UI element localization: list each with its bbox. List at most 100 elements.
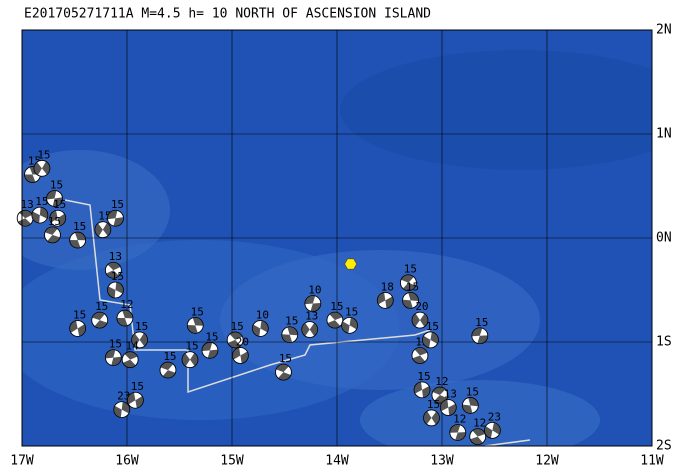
- depth-label: 13: [109, 250, 122, 263]
- depth-label: 15: [95, 300, 108, 313]
- bathymetry: [22, 30, 652, 446]
- focal-mechanism: [159, 361, 177, 379]
- depth-label: 23: [488, 410, 501, 423]
- beachball-dilatation: [124, 318, 133, 326]
- beachball-dilatation: [105, 357, 114, 365]
- focal-mechanism: [304, 295, 322, 312]
- beachball-dilatation: [419, 352, 428, 362]
- beachball-dilatation: [115, 402, 123, 410]
- focal-mechanism: [251, 320, 269, 337]
- lon-label: 11W: [640, 454, 664, 469]
- depth-label: 15: [48, 215, 61, 228]
- depth-label: 13: [21, 198, 34, 211]
- beachball-dilatation: [185, 352, 195, 360]
- focal-mechanism: [116, 309, 134, 327]
- depth-label: 15: [109, 338, 122, 351]
- beachball-dilatation: [44, 232, 53, 241]
- beachball-dilatation: [490, 430, 499, 438]
- focal-mechanism: [131, 331, 149, 349]
- focal-mechanism: [399, 274, 417, 292]
- focal-mechanism: [471, 327, 489, 345]
- focal-mechanism: [461, 397, 479, 414]
- depth-label: 15: [73, 220, 86, 233]
- beachball-dilatation: [202, 350, 210, 358]
- beachball-dilatation: [167, 364, 176, 373]
- focal-mechanism: [483, 421, 501, 439]
- lat-label: 2S: [656, 439, 672, 454]
- depth-label: 12: [435, 375, 448, 388]
- focal-mechanism: [126, 391, 144, 409]
- beachball-dilatation: [70, 233, 78, 241]
- map-frame: [21, 29, 653, 447]
- beachball-dilatation: [76, 320, 84, 329]
- depth-label: 15: [205, 330, 218, 343]
- depth-label: 12: [473, 417, 486, 430]
- focal-mechanism: [226, 331, 244, 349]
- depth-label: 15: [53, 198, 66, 211]
- focal-mechanism: [326, 311, 344, 329]
- beachball-dilatation: [33, 207, 41, 216]
- beachball-dilatation: [135, 339, 145, 348]
- beachball-dilatation: [135, 332, 144, 340]
- beachball-dilatation: [25, 167, 33, 175]
- focal-mechanism: [33, 159, 51, 177]
- beachball-dilatation: [185, 359, 195, 368]
- focal-mechanism: [49, 209, 67, 227]
- focal-mechanism: [69, 231, 87, 249]
- depth-label: 15: [417, 370, 430, 383]
- depth-label: 10: [256, 308, 269, 321]
- depth-label: 15: [135, 320, 148, 333]
- lon-label: 17W: [10, 454, 34, 469]
- depth-label: 15: [163, 350, 176, 363]
- beachball-dilatation: [457, 425, 466, 433]
- beachball-dilatation: [129, 400, 137, 408]
- depth-label: 15: [50, 178, 63, 191]
- beachball-dilatation: [105, 264, 114, 274]
- beachball-dilatation: [51, 218, 60, 226]
- lat-label: 0N: [656, 231, 672, 246]
- beachball-dilatation: [52, 229, 60, 238]
- beachball-dilatation: [486, 422, 494, 431]
- depth-label: 14: [126, 340, 140, 353]
- beachball-dilatation: [71, 328, 80, 336]
- lon-label: 15W: [220, 454, 244, 469]
- beachball-dilatation: [450, 432, 458, 440]
- beachball-dilatation: [98, 229, 108, 238]
- beachball-dilatation: [479, 328, 488, 336]
- depth-label: 15: [404, 263, 417, 276]
- map-title: E201705271711A M=4.5 h= 10 NORTH OF ASCE…: [24, 7, 431, 22]
- beachball-dilatation: [187, 318, 196, 326]
- beachball-dilatation: [470, 405, 478, 413]
- beachball-dilatation: [275, 369, 284, 378]
- beachball-dilatation: [462, 398, 471, 406]
- beachball-dilatation: [37, 160, 46, 169]
- focal-mechanism: [94, 221, 112, 239]
- beachball-dilatation: [427, 417, 436, 426]
- depth-label: 15: [191, 305, 204, 318]
- beachball-dilatation: [283, 366, 291, 375]
- depth-label: 15: [35, 195, 48, 208]
- beachball-dilatation: [25, 215, 33, 224]
- beachball-dilatation: [447, 400, 455, 408]
- beachball-dilatation: [327, 314, 335, 323]
- beachball-dilatation: [282, 327, 290, 335]
- focal-mechanism: [104, 349, 122, 367]
- beachball-dilatation: [77, 240, 86, 248]
- beachball-dilatation: [415, 320, 425, 328]
- depth-label: 18: [381, 280, 394, 293]
- focal-mechanism: [31, 206, 49, 224]
- beachball-dilatation: [477, 434, 486, 443]
- beachball-dilatation: [47, 198, 55, 206]
- beachball: [116, 309, 134, 327]
- beachball-dilatation: [400, 279, 409, 289]
- lat-label: 1S: [656, 335, 672, 350]
- depth-label: 15: [185, 340, 198, 353]
- epicenter: [344, 258, 357, 270]
- focal-mechanism: [422, 331, 439, 349]
- beachball-dilatation: [239, 348, 247, 356]
- depth-label: 15: [330, 300, 343, 313]
- focal-mechanism: [107, 209, 124, 227]
- focal-mechanism: [449, 424, 467, 441]
- beachball-dilatation: [408, 277, 416, 286]
